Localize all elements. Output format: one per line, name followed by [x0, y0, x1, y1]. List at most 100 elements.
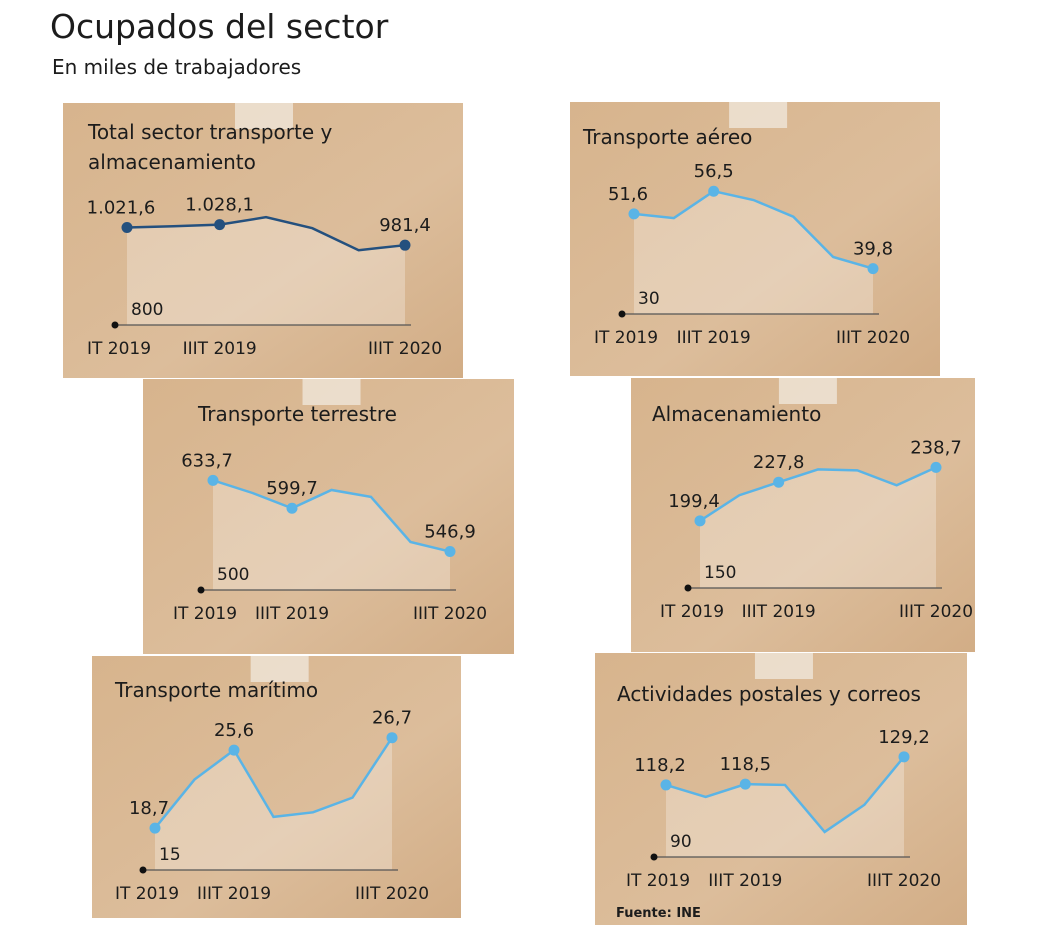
chart-title: Actividades postales y correos	[617, 682, 921, 706]
point	[694, 515, 706, 527]
area	[155, 737, 392, 870]
chart-title: Transporte terrestre	[198, 402, 397, 426]
point	[444, 546, 456, 558]
chart-title: Almacenamiento	[652, 402, 822, 426]
point	[660, 779, 672, 791]
line	[212, 479, 451, 553]
point	[286, 502, 298, 514]
point	[898, 751, 910, 763]
line	[154, 737, 394, 829]
x-tick-label: IIIT 2020	[836, 328, 910, 348]
y-tick-label: 500	[217, 565, 249, 585]
y-tick-label: 150	[704, 563, 736, 583]
point	[628, 208, 640, 220]
card-panel	[595, 653, 967, 925]
data-label: 26,7	[372, 708, 412, 729]
x-tick-label: IT 2019	[660, 602, 724, 622]
area	[127, 217, 405, 325]
card-panel	[631, 378, 975, 652]
x-tick-label: IIIT 2020	[899, 602, 973, 622]
tape	[778, 378, 837, 404]
data-label: 633,7	[181, 450, 233, 471]
tick-dot	[650, 853, 658, 861]
area	[213, 480, 450, 590]
data-label: 238,7	[910, 437, 962, 458]
y-tick-label: 90	[670, 832, 692, 852]
x-tick-label: IIIT 2020	[867, 871, 941, 891]
card-panel	[92, 656, 461, 918]
x-tick-label: IIIT 2019	[708, 871, 782, 891]
tape	[250, 656, 309, 682]
point	[739, 778, 751, 790]
line	[665, 756, 905, 834]
tape	[754, 653, 813, 679]
card-panel	[63, 103, 463, 378]
chart-title: Transporte aéreo	[583, 125, 753, 149]
data-label: 546,9	[424, 522, 476, 543]
chart-title: Transporte marítimo	[115, 678, 319, 702]
data-label: 56,5	[694, 161, 734, 182]
data-label: 1.021,6	[87, 197, 156, 218]
x-tick-label: IIIT 2019	[677, 328, 751, 348]
data-label: 39,8	[853, 239, 893, 260]
tape	[235, 103, 293, 129]
point	[399, 239, 411, 251]
source: Fuente: INE	[616, 906, 701, 921]
point	[121, 221, 133, 233]
point	[386, 732, 398, 744]
data-label: 18,7	[129, 798, 169, 819]
tick-dot	[139, 866, 147, 874]
data-label: 118,5	[720, 754, 772, 775]
data-label: 981,4	[379, 215, 431, 236]
point	[773, 476, 785, 488]
y-tick-label: 800	[131, 300, 163, 320]
x-tick-label: IIIT 2019	[183, 339, 257, 359]
x-tick-label: IT 2019	[626, 871, 690, 891]
tape	[729, 102, 788, 128]
y-tick-label: 15	[159, 845, 181, 865]
card-panel	[143, 379, 514, 654]
x-tick-label: IIIT 2020	[368, 339, 442, 359]
point	[214, 219, 226, 231]
point	[708, 185, 720, 197]
tick-dot	[684, 584, 692, 592]
point	[207, 474, 219, 486]
point	[228, 744, 240, 756]
x-tick-label: IT 2019	[87, 339, 151, 359]
data-label: 227,8	[753, 452, 805, 473]
data-label: 25,6	[214, 720, 254, 741]
line	[699, 466, 937, 522]
point	[149, 822, 161, 834]
point	[930, 461, 942, 473]
x-tick-label: IIIT 2019	[255, 604, 329, 624]
page-subtitle: En miles de trabajadores	[52, 55, 301, 79]
line	[126, 215, 406, 252]
x-tick-label: IT 2019	[594, 328, 658, 348]
x-tick-label: IIIT 2020	[413, 604, 487, 624]
area	[700, 467, 936, 588]
chart-title: Total sector transporte y almacenamiento	[88, 120, 333, 174]
y-tick-label: 30	[638, 289, 660, 309]
x-tick-label: IT 2019	[173, 604, 237, 624]
x-tick-label: IT 2019	[115, 884, 179, 904]
x-tick-label: IIIT 2019	[197, 884, 271, 904]
area	[666, 756, 904, 857]
x-tick-label: IIIT 2019	[742, 602, 816, 622]
data-label: 1.028,1	[185, 195, 254, 216]
card-panel	[570, 102, 940, 376]
tick-dot	[618, 310, 626, 318]
point	[867, 263, 879, 275]
page-title: Ocupados del sector	[50, 7, 389, 46]
data-label: 199,4	[668, 491, 720, 512]
data-label: 599,7	[266, 478, 318, 499]
area	[634, 191, 873, 314]
tick-dot	[197, 586, 205, 594]
data-label: 51,6	[608, 184, 648, 205]
data-label: 118,2	[634, 755, 686, 776]
x-tick-label: IIIT 2020	[355, 884, 429, 904]
line	[633, 189, 874, 270]
tick-dot	[111, 321, 119, 329]
data-label: 129,2	[878, 727, 930, 748]
